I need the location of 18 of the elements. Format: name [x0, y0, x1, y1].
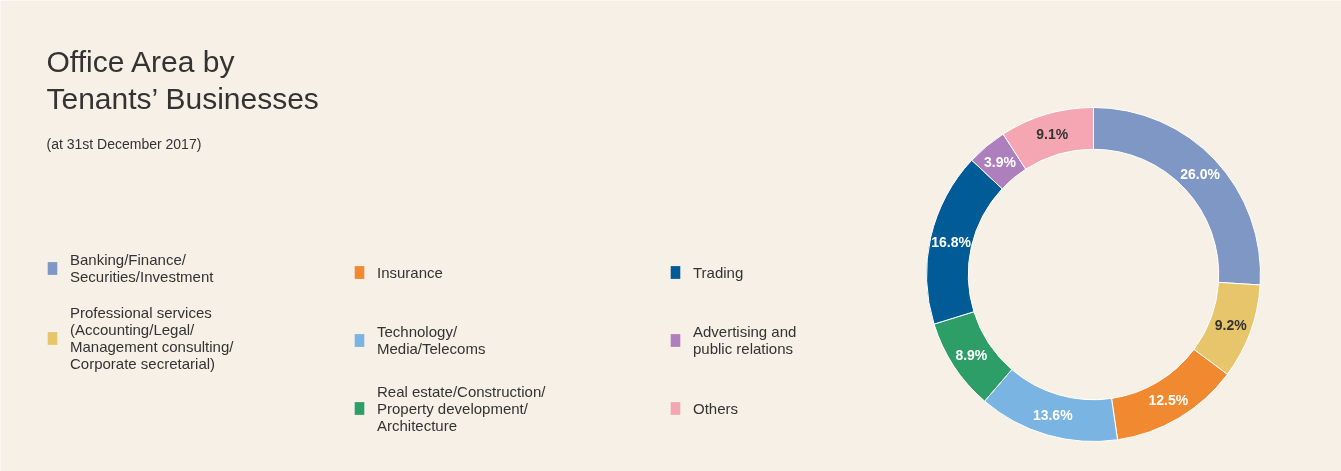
- data-label: 13.6%: [1032, 406, 1074, 423]
- data-label: 12.5%: [1148, 392, 1189, 409]
- text: (at 31st December 2017): [46, 135, 202, 152]
- data-label: 16.8%: [931, 233, 972, 250]
- data-label: 9.2%: [1214, 316, 1248, 333]
- legend-label: Trading: [693, 262, 744, 283]
- legend-label: Advertising and public relations: [693, 322, 797, 359]
- legend-label: Insurance: [377, 262, 443, 283]
- data-label: 26.0%: [1180, 166, 1221, 183]
- legend-label: Real estate/Construction/ Property development/ Architecture: [377, 381, 546, 436]
- chart-title: Office Area by Tenants’ Businesses: [46, 44, 319, 116]
- legend-label: Banking/Finance/ Securities/Investment: [70, 250, 214, 287]
- legend-label: Technology/ Media/Telecoms: [377, 322, 486, 359]
- legend-label: Professional services (Accounting/Legal/ Management consulting/ Corporate secretarial): [70, 304, 234, 372]
- legend-label: Others: [693, 398, 739, 419]
- data-label: 8.9%: [955, 346, 988, 363]
- data-label: 3.9%: [984, 154, 1017, 171]
- data-label: 9.1%: [1036, 126, 1069, 143]
